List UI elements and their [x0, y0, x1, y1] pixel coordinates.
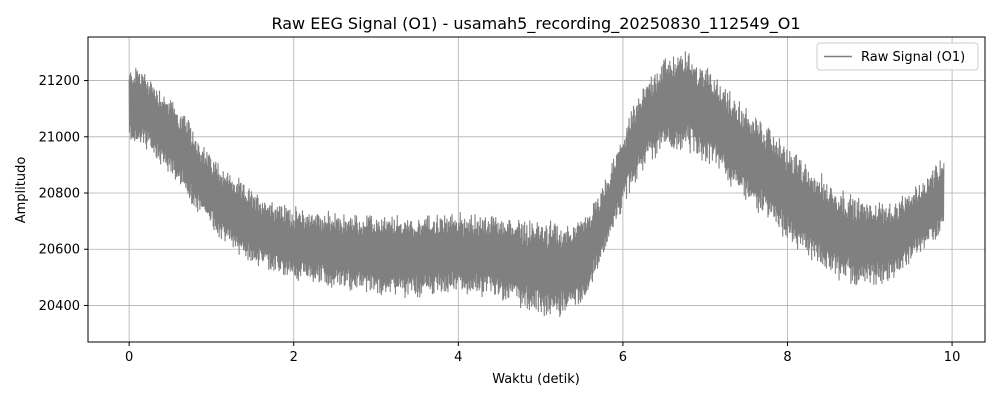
legend: Raw Signal (O1) — [816, 42, 979, 71]
y-tick-label: 20400 — [39, 299, 80, 314]
tick-layer: 0 2 4 6 8 10 20400 20600 20800 21000 21200 — [39, 74, 961, 365]
x-tick-label: 2 — [290, 350, 298, 365]
x-tick-label: 6 — [619, 350, 627, 365]
y-tick-label: 20600 — [39, 243, 80, 258]
chart-title: Raw EEG Signal (O1) - usamah5_recording_… — [271, 14, 800, 34]
x-tick-label: 4 — [454, 350, 462, 365]
plot-layer — [128, 51, 945, 318]
legend-box — [816, 42, 979, 71]
y-tick-label: 21200 — [39, 74, 80, 89]
plot-frame — [87, 36, 986, 343]
y-axis-label: Amplitudo — [14, 157, 29, 224]
y-tick-label: 21000 — [39, 130, 80, 145]
legend-label-raw-signal: Raw Signal (O1) — [861, 50, 965, 65]
x-axis-label: Waktu (detik) — [492, 372, 580, 387]
series-line-raw-signal — [128, 51, 945, 318]
y-tick-label: 20800 — [39, 187, 80, 202]
x-tick-label: 0 — [125, 350, 133, 365]
x-tick-label: 8 — [783, 350, 791, 365]
x-tick-label: 10 — [944, 350, 961, 365]
